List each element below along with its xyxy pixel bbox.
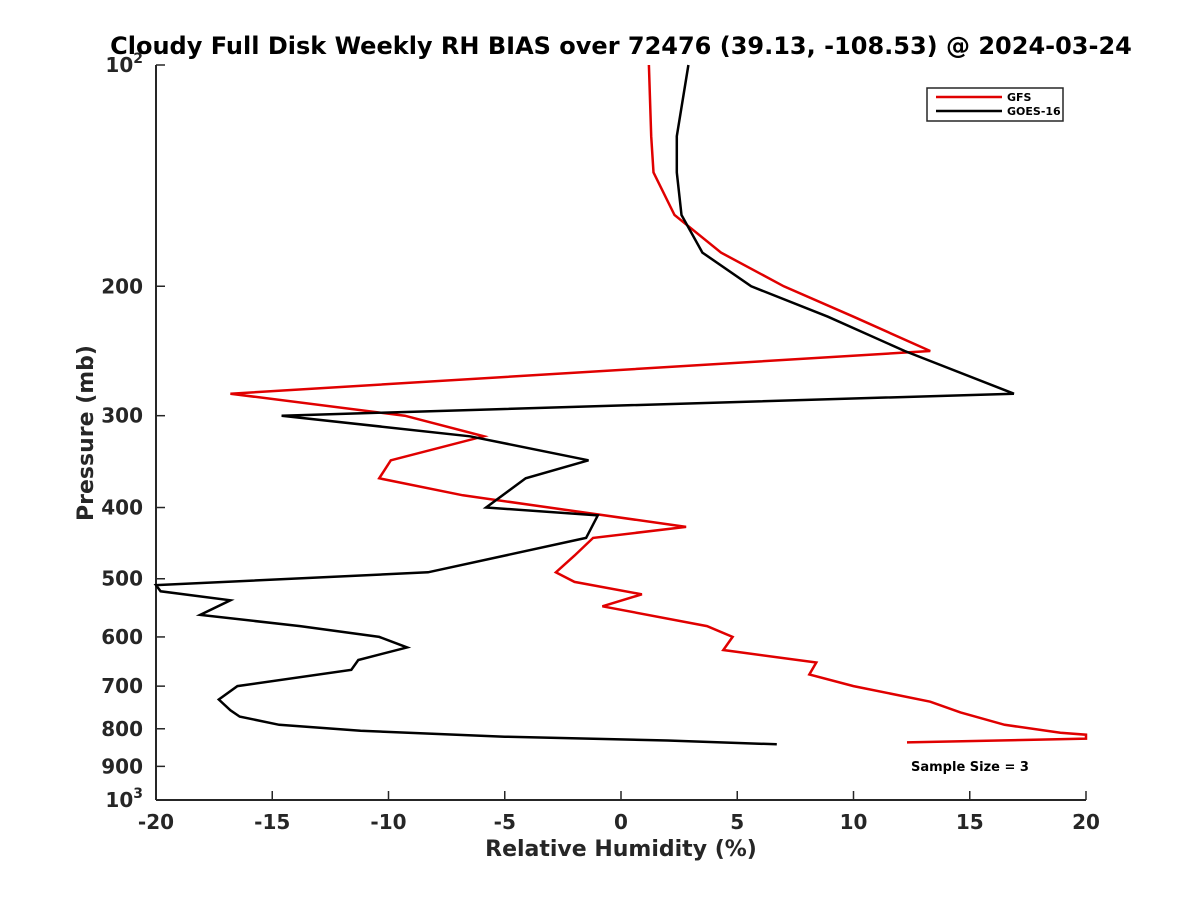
- legend-box: [926, 87, 1064, 122]
- chart-title: Cloudy Full Disk Weekly RH BIAS over 724…: [110, 32, 1132, 60]
- x-tick-label: -5: [494, 810, 516, 834]
- y-axis-ticks: 102 200 300 400 500 600 700 800 900 103: [101, 51, 165, 812]
- series-line-gfs: [230, 64, 1088, 744]
- x-tick-label: 0: [614, 810, 628, 834]
- legend-label-gfs: GFS: [1007, 91, 1032, 104]
- x-tick-label: -20: [138, 810, 174, 834]
- series-layer: [153, 64, 1088, 746]
- x-axis-ticks: -20 -15 -10 -5 0 5 10 15 20: [138, 791, 1100, 834]
- x-tick-label: 15: [956, 810, 984, 834]
- x-tick-label: 10: [840, 810, 868, 834]
- x-tick-label: 5: [730, 810, 744, 834]
- y-axis-label: Pressure (mb): [74, 345, 99, 521]
- x-axis-label: Relative Humidity (%): [485, 837, 757, 862]
- x-tick-label: -10: [370, 810, 406, 834]
- y-tick-label: 103: [105, 786, 143, 812]
- y-tick-label: 300: [101, 404, 143, 428]
- plot-area: -20 -15 -10 -5 0 5 10 15 20 102 200 300 400 500 600 70…: [101, 51, 1100, 834]
- y-tick-label: 400: [101, 496, 143, 520]
- y-tick-label: 200: [101, 274, 143, 298]
- y-tick-label: 800: [101, 717, 143, 741]
- legend-label-goes-16: GOES-16: [1007, 105, 1061, 118]
- y-tick-label: 900: [101, 754, 143, 778]
- x-tick-label: -15: [254, 810, 290, 834]
- x-tick-label: 20: [1072, 810, 1100, 834]
- sample-size-annotation: Sample Size = 3: [911, 760, 1029, 775]
- legend: GFS GOES-16: [926, 87, 1064, 122]
- y-tick-label: 600: [101, 625, 143, 649]
- y-tick-label: 700: [101, 674, 143, 698]
- series-line-goes-16: [153, 64, 1015, 746]
- y-tick-label: 500: [101, 567, 143, 591]
- y-tick-label: 102: [105, 51, 143, 77]
